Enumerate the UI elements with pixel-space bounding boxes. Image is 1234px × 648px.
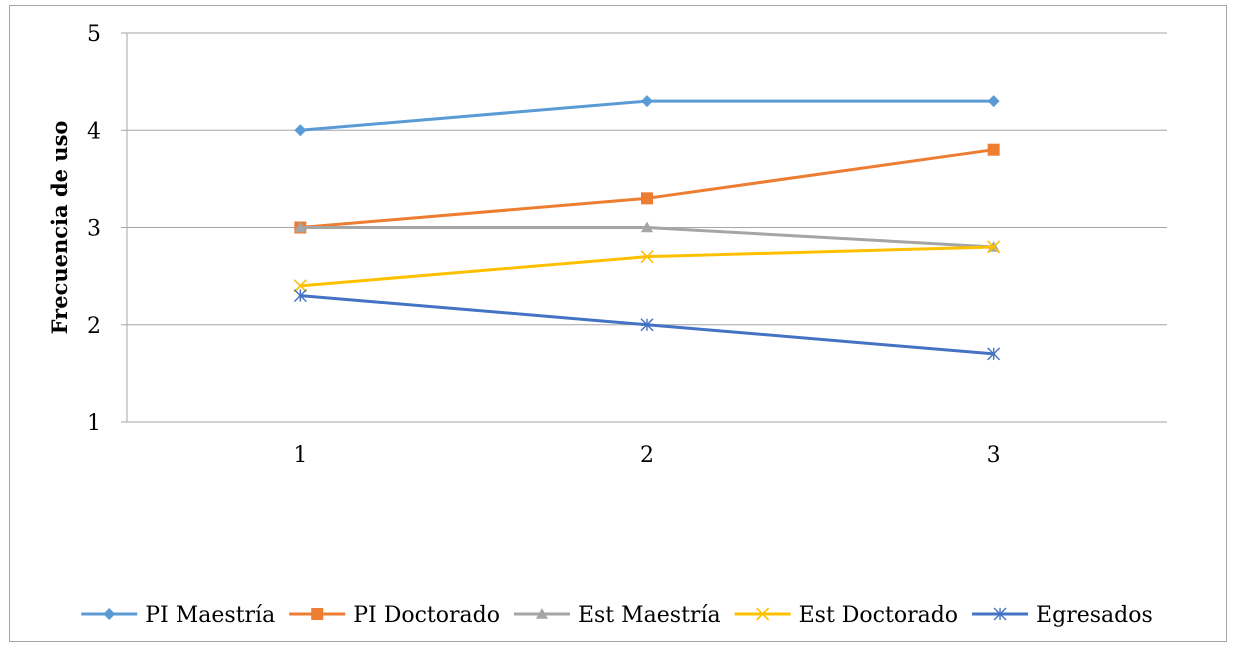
data-point xyxy=(987,143,1000,156)
legend-label: Egresados xyxy=(1036,603,1153,628)
legend-label: PI Doctorado xyxy=(353,603,500,628)
y-tick-label: 3 xyxy=(87,217,101,242)
x-tick-label: 1 xyxy=(293,443,307,468)
data-point xyxy=(641,95,653,108)
data-point xyxy=(987,240,1001,254)
data-point xyxy=(987,95,1000,108)
data-point xyxy=(294,221,307,233)
x-tick-label: 3 xyxy=(987,443,1001,468)
y-tick-label: 1 xyxy=(87,411,101,436)
series-line-4 xyxy=(298,245,996,288)
y-tick-label: 4 xyxy=(87,119,101,144)
legend-marker xyxy=(756,607,770,621)
legend-label: Est Doctorado xyxy=(799,603,958,628)
data-point xyxy=(640,318,654,332)
data-point xyxy=(640,250,654,264)
data-point xyxy=(294,124,307,137)
legend-label: PI Maestría xyxy=(145,603,275,628)
x-tick-label: 2 xyxy=(640,443,654,468)
legend-label: Est Maestría xyxy=(578,603,721,628)
series-line-2 xyxy=(298,148,996,229)
data-point xyxy=(293,279,307,293)
legend-marker xyxy=(993,607,1007,621)
legend-marker xyxy=(311,608,324,620)
data-point xyxy=(987,347,1001,361)
data-point xyxy=(641,192,653,205)
y-axis-title: Frecuencia de uso xyxy=(47,121,72,335)
data-point xyxy=(641,221,653,233)
legend-marker xyxy=(535,608,548,619)
data-point xyxy=(293,289,307,303)
y-tick-label: 5 xyxy=(87,22,101,47)
y-tick-label: 2 xyxy=(87,314,101,339)
legend-marker xyxy=(103,608,116,620)
